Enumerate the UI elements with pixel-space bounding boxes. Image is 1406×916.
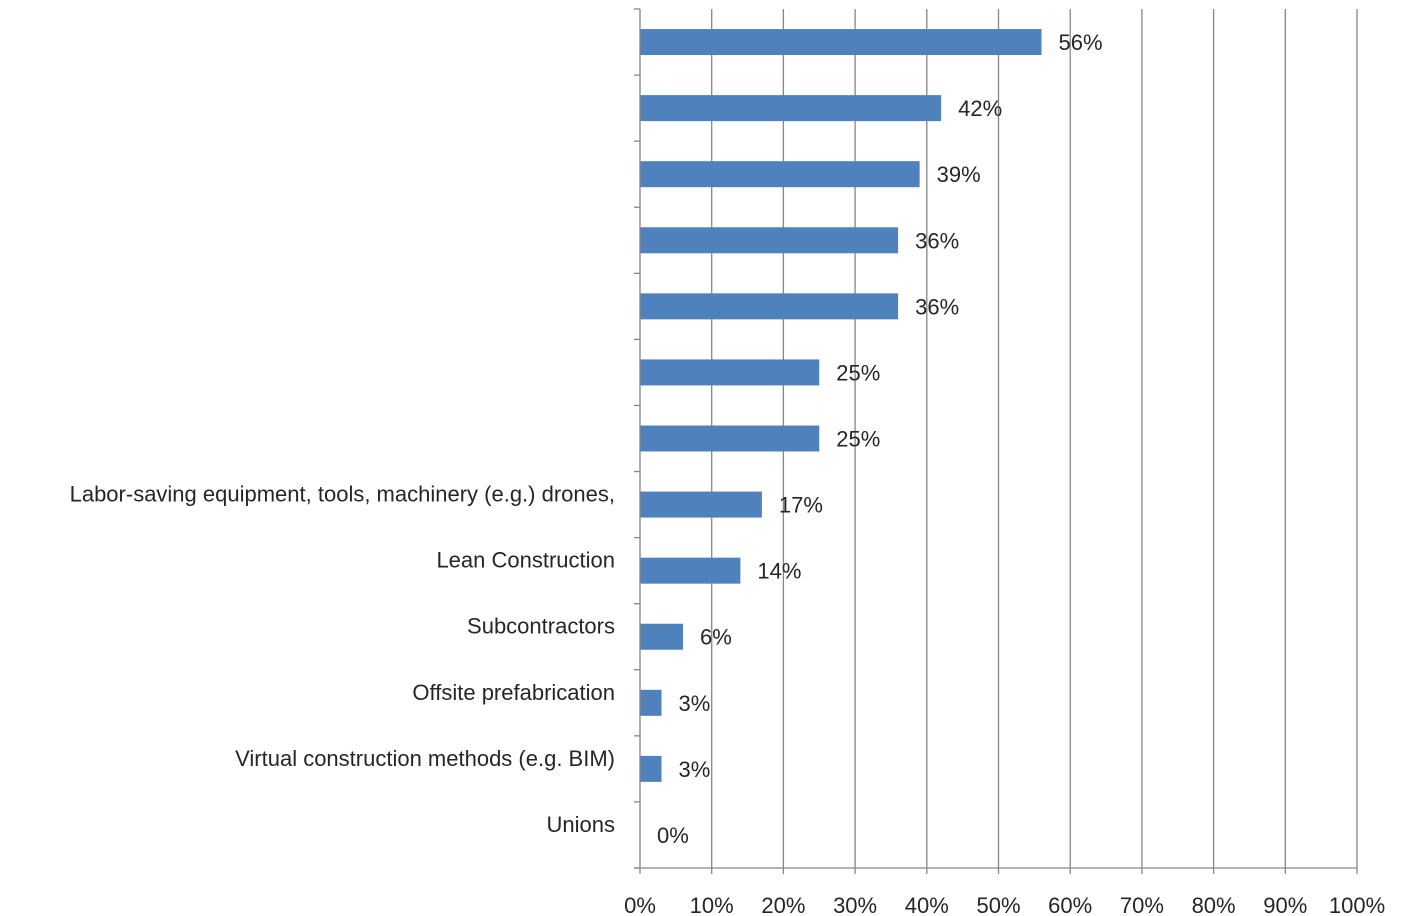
category-label: Labor-saving equipment, tools, machinery… (70, 482, 615, 507)
x-tick-label: 60% (1048, 893, 1092, 916)
bar (640, 227, 899, 254)
data-label: 0% (657, 823, 689, 848)
category-label: Unions (547, 812, 615, 837)
x-tick-label: 30% (833, 893, 877, 916)
bar (640, 491, 762, 518)
bar (640, 623, 684, 650)
axes (634, 8, 1358, 874)
bar (640, 359, 820, 386)
data-label: 6% (700, 625, 732, 650)
x-tick-labels: 0% 10% 20% 30% 40% 50% 60% 70% 80% 90% 100% (624, 893, 1385, 916)
data-label: 36% (915, 294, 959, 319)
data-label: 25% (836, 360, 880, 385)
data-label: 25% (836, 427, 880, 452)
data-label: 39% (937, 162, 981, 187)
bar (640, 755, 662, 782)
data-label: 42% (958, 96, 1002, 121)
category-labels: Labor-saving equipment, tools, machinery… (70, 482, 615, 837)
data-label: 3% (679, 757, 711, 782)
category-label: Lean Construction (436, 548, 615, 573)
x-tick-label: 40% (905, 893, 949, 916)
data-label: 3% (679, 691, 711, 716)
x-tick-label: 0% (624, 893, 656, 916)
x-tick-label: 20% (761, 893, 805, 916)
data-label: 14% (757, 559, 801, 584)
bar (640, 293, 899, 320)
value-labels: 56% 42% 39% 36% 36% 25% 25% 17% 14% 6% 3% 3% 0% (657, 30, 1103, 848)
bar (640, 161, 920, 188)
category-label: Offsite prefabrication (412, 680, 615, 705)
gridlines (711, 9, 1358, 868)
bar (640, 95, 942, 122)
bar (640, 29, 1042, 56)
x-tick-label: 100% (1329, 893, 1385, 916)
data-label: 17% (779, 493, 823, 518)
category-label: Subcontractors (467, 614, 615, 639)
bar (640, 557, 741, 584)
data-label: 56% (1059, 30, 1103, 55)
x-tick-label: 80% (1192, 893, 1236, 916)
x-tick-label: 10% (690, 893, 734, 916)
category-label: Virtual construction methods (e.g. BIM) (235, 746, 615, 771)
data-label: 36% (915, 228, 959, 253)
bar (640, 425, 820, 452)
bar (640, 689, 662, 716)
x-tick-label: 50% (976, 893, 1020, 916)
x-tick-label: 90% (1263, 893, 1307, 916)
bars (640, 29, 1042, 782)
x-tick-label: 70% (1120, 893, 1164, 916)
